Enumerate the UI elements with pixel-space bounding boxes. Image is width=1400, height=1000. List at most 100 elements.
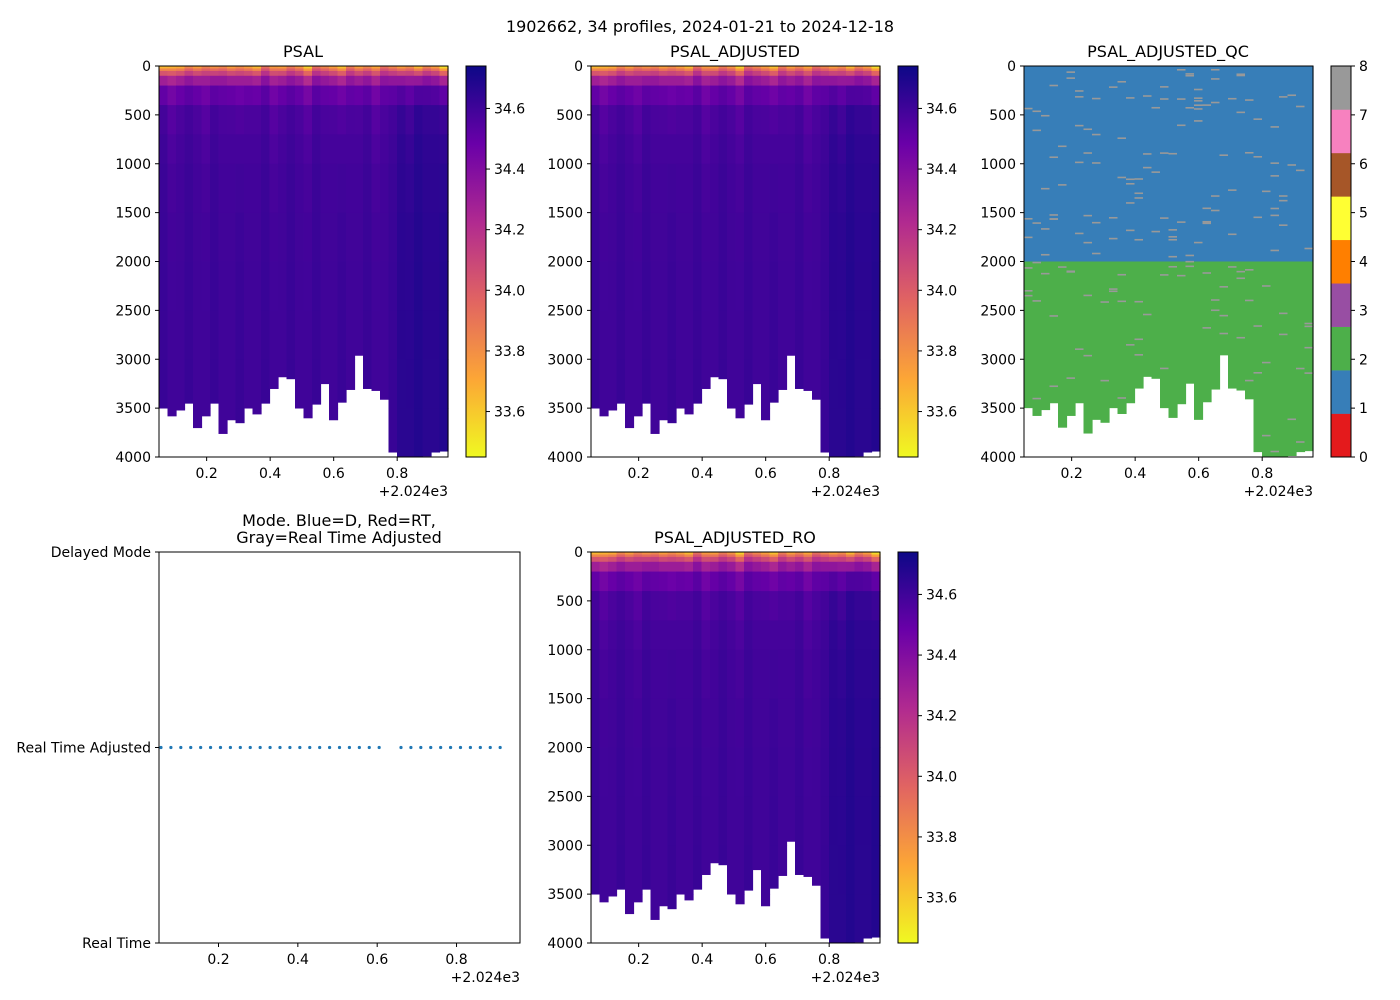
heatmap-cell [803, 747, 813, 797]
panel-title-line-1: Mode. Blue=D, Red=RT, [242, 511, 436, 530]
heatmap-cell [837, 163, 847, 214]
colorbar-tick-label: 34.6 [494, 101, 525, 117]
heatmap-cell [693, 105, 703, 135]
qc-cell [1092, 261, 1102, 420]
heatmap-cell [778, 747, 788, 797]
heatmap-cell [829, 212, 839, 262]
colorbar-tick-label: 34.2 [926, 223, 957, 239]
heatmap-cell [854, 70, 864, 77]
heatmap-cell [795, 70, 805, 77]
heatmap-cell [786, 620, 796, 651]
heatmap-cell [871, 571, 881, 592]
heatmap-cell [244, 105, 254, 135]
heatmap-cell [701, 75, 711, 86]
heatmap-cell [414, 68, 424, 72]
heatmap-cell [786, 591, 796, 621]
mode-point [159, 745, 163, 750]
heatmap-cell [667, 408, 677, 424]
qc-cell [1219, 66, 1229, 262]
heatmap-cell [397, 261, 407, 311]
heatmap-cell [371, 68, 381, 72]
heatmap-cell [735, 591, 745, 621]
heatmap-cell [380, 68, 390, 72]
heatmap-cell [591, 571, 601, 592]
qc-flag-streak [1262, 434, 1272, 437]
heatmap-cell [608, 261, 618, 311]
x-tick-label: 0.4 [259, 466, 281, 482]
heatmap-cell [210, 75, 220, 86]
heatmap-cell [650, 894, 660, 920]
qc-flag-streak [1270, 162, 1280, 164]
qc-flag-streak [1066, 377, 1076, 379]
heatmap-cell [252, 310, 262, 360]
heatmap-cell [693, 163, 703, 214]
heatmap-cell [159, 66, 169, 69]
colorbar-tick-label: 34.4 [494, 162, 525, 178]
heatmap-cell [642, 554, 652, 558]
heatmap-cell [303, 68, 313, 72]
qc-flag-streak [1211, 78, 1221, 80]
heatmap-cell [405, 310, 415, 360]
heatmap-cell [371, 66, 381, 69]
qc-flag-streak [1100, 301, 1110, 303]
heatmap-cell [659, 75, 669, 86]
heatmap [158, 65, 449, 458]
heatmap-cell [820, 212, 830, 262]
heatmap-cell [871, 554, 881, 558]
heatmap-cell [650, 75, 660, 86]
heatmap-cell [184, 85, 194, 106]
heatmap-cell [778, 571, 788, 592]
heatmap-cell [608, 649, 618, 700]
heatmap-cell [650, 591, 660, 621]
qc-cell [1109, 66, 1119, 262]
heatmap-cell [710, 70, 720, 77]
heatmap-cell [397, 163, 407, 214]
heatmap-cell [769, 70, 779, 77]
heatmap-cell [718, 571, 728, 592]
y-category-label: Real Time Adjusted [16, 741, 151, 757]
qc-flag-streak [1202, 220, 1212, 223]
heatmap-cell [659, 556, 669, 563]
x-tick-label: 0.6 [755, 952, 777, 968]
heatmap-cell [159, 75, 169, 86]
qc-flag-streak [1058, 145, 1068, 148]
qc-flag-streak [1168, 238, 1178, 241]
heatmap-cell [837, 75, 847, 86]
heatmap-cell [329, 359, 339, 409]
heatmap-cell [591, 556, 601, 563]
qc-flag-streak [1092, 162, 1102, 164]
heatmap-cell [642, 552, 652, 555]
heatmap-cell [591, 845, 601, 895]
heatmap-cell [659, 212, 669, 262]
heatmap-cell [846, 571, 856, 592]
heatmap-cell [761, 85, 771, 106]
heatmap-cell [346, 134, 356, 165]
heatmap-cell [854, 105, 864, 135]
heatmap-cell [295, 68, 305, 72]
heatmap-cell [718, 66, 728, 69]
heatmap-cell [286, 212, 296, 262]
heatmap-cell [820, 554, 830, 558]
heatmap-cell [667, 70, 677, 77]
heatmap-cell [837, 796, 847, 846]
heatmap-cell [812, 698, 822, 748]
colorbar-tick-label: 33.8 [926, 344, 957, 360]
qc-cell [1253, 261, 1263, 453]
heatmap-cell [320, 310, 330, 360]
heatmap-cell [397, 408, 407, 458]
qc-cell [1168, 66, 1178, 262]
heatmap-cell [244, 310, 254, 360]
heatmap-cell [388, 70, 398, 77]
mode-point [448, 745, 453, 750]
heatmap-cell [871, 591, 881, 621]
heatmap-cell [803, 698, 813, 748]
heatmap-cell [363, 359, 373, 389]
qc-flag-streak [1134, 354, 1144, 356]
heatmap-cell [727, 105, 737, 135]
heatmap-cell [414, 359, 424, 409]
mode-point [278, 745, 282, 750]
heatmap-cell [625, 845, 635, 895]
